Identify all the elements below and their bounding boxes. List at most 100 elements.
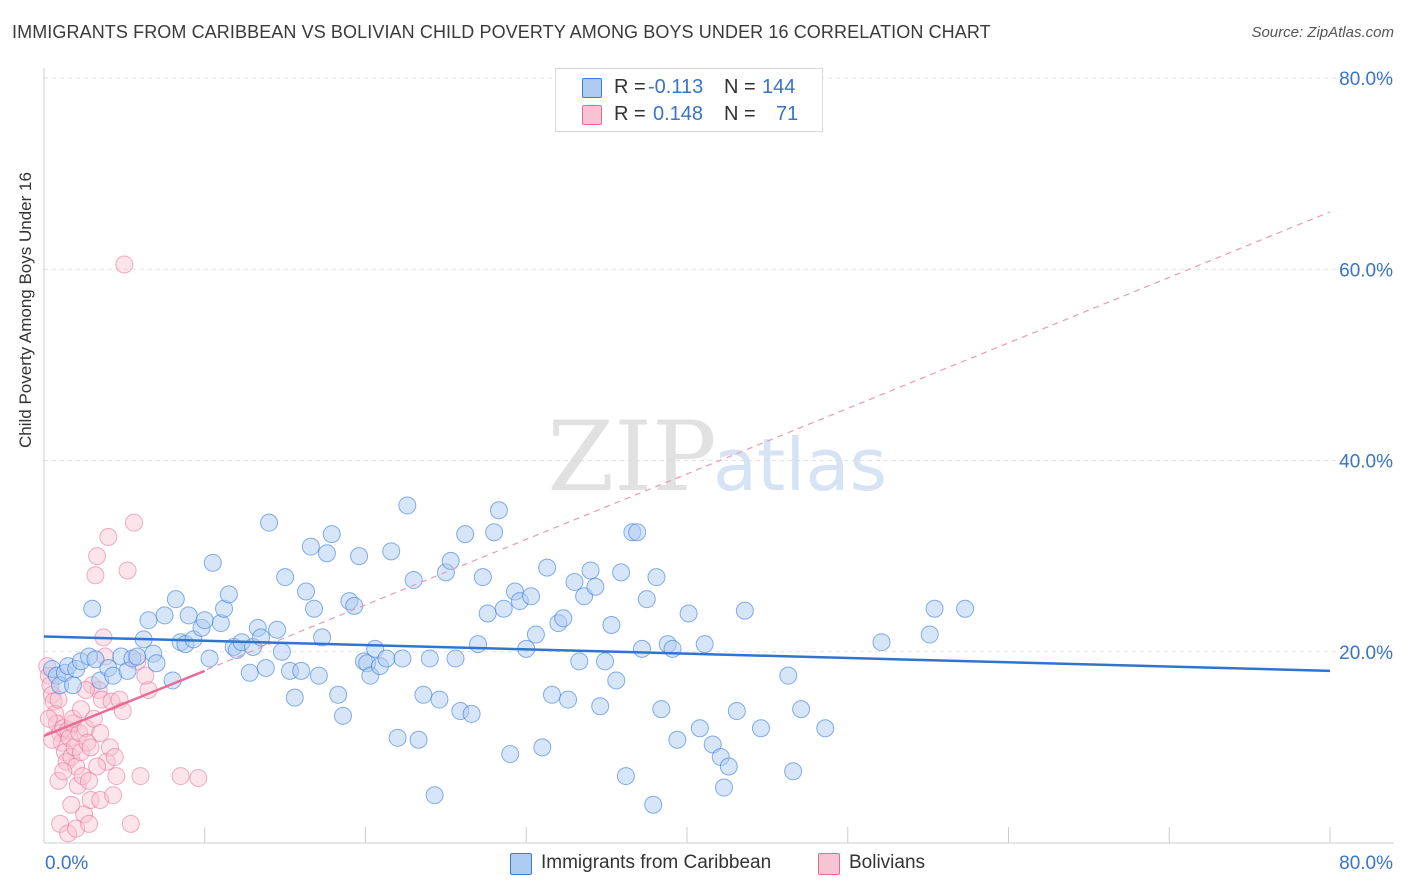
caribbean-point: [292, 661, 311, 680]
caribbean-point: [219, 585, 238, 604]
caribbean-point: [751, 719, 770, 738]
bolivian-point: [118, 561, 137, 580]
caribbean-point: [377, 649, 396, 668]
caribbean-point: [393, 649, 412, 668]
caribbean-point: [404, 571, 423, 590]
caribbean-point: [735, 601, 754, 620]
legend-row-bolivian: R = 0.148 N = 71: [556, 101, 822, 127]
caribbean-point: [430, 690, 449, 709]
caribbean-point: [956, 599, 975, 618]
caribbean-point: [139, 611, 158, 630]
bolivian-point: [105, 747, 124, 766]
caribbean-point: [690, 719, 709, 738]
caribbean-point: [301, 537, 320, 556]
caribbean-point: [727, 702, 746, 721]
caribbean-point: [409, 730, 428, 749]
caribbean-point: [542, 685, 561, 704]
caribbean-point: [305, 599, 324, 618]
bolivian-point: [171, 767, 190, 786]
caribbean-point: [538, 558, 557, 577]
caribbean-point: [425, 786, 444, 805]
caribbean-point: [591, 697, 610, 716]
bolivian-point: [88, 757, 107, 776]
y-tick-label: 60.0%: [1339, 260, 1393, 281]
caribbean-point: [632, 639, 651, 658]
caribbean-point: [322, 525, 341, 544]
caribbean-point: [462, 704, 481, 723]
caribbean-point: [559, 690, 578, 709]
caribbean-point: [333, 706, 352, 725]
caribbean-point: [240, 663, 259, 682]
bolivian-trend-line: [43, 669, 206, 738]
trend-lines: [43, 211, 1331, 738]
caribbean-point: [313, 628, 332, 647]
bolivian-point: [62, 795, 81, 814]
legend-n-label: N =: [724, 76, 756, 98]
caribbean-point: [297, 582, 316, 601]
caribbean-point: [260, 513, 279, 532]
bolivian-point: [100, 738, 119, 757]
caribbean-point: [166, 590, 185, 609]
caribbean-point: [350, 547, 369, 566]
y-tick-label: 20.0%: [1339, 643, 1393, 664]
caribbean-point: [276, 568, 295, 587]
legend-n-value: 71: [776, 103, 799, 125]
bolivian-point: [54, 762, 73, 781]
caribbean-point: [382, 542, 401, 561]
caribbean-point: [469, 635, 488, 654]
x-tick-label: 0.0%: [45, 853, 88, 874]
caribbean-point: [155, 606, 174, 625]
caribbean-points: [43, 496, 975, 814]
caribbean-point: [779, 666, 798, 685]
bolivian-point: [99, 528, 118, 546]
caribbean-point: [668, 730, 687, 749]
bolivian-point: [125, 513, 144, 532]
caribbean-point: [272, 642, 291, 661]
legend-swatch-bolivian: [818, 853, 840, 875]
bolivian-point: [71, 743, 90, 762]
caribbean-point: [522, 587, 541, 606]
caribbean-point: [63, 676, 82, 695]
caribbean-point: [925, 599, 944, 618]
caribbean-point: [784, 762, 803, 781]
caribbean-point: [596, 652, 615, 671]
caribbean-trend-line: [43, 635, 1331, 673]
caribbean-point: [920, 625, 939, 644]
caribbean-point: [616, 767, 635, 786]
caribbean-point: [195, 611, 214, 630]
caribbean-point: [478, 604, 497, 623]
correlation-legend: R = -0.113 N = 144 R = 0.148 N = 71: [555, 68, 823, 132]
bolivian-point: [60, 728, 79, 747]
bolivian-points: [38, 255, 208, 843]
bolivian-point: [68, 776, 87, 795]
caribbean-point: [309, 666, 328, 685]
bolivian-point: [71, 700, 90, 719]
legend-r-label: R =: [614, 103, 646, 125]
bolivian-point: [78, 733, 97, 752]
axes: [43, 68, 1394, 844]
caribbean-point: [652, 700, 671, 719]
caribbean-point: [485, 523, 504, 542]
caribbean-point: [256, 659, 275, 678]
caribbean-point: [581, 561, 600, 580]
caribbean-point: [526, 625, 545, 644]
caribbean-point: [647, 568, 666, 587]
caribbean-point: [570, 652, 589, 671]
legend-r-value: 0.148: [653, 103, 704, 125]
bolivian-point: [39, 709, 58, 728]
caribbean-point: [456, 525, 475, 544]
bolivian-point: [136, 666, 155, 685]
legend-r-value: -0.113: [648, 76, 704, 98]
caribbean-point: [816, 719, 835, 738]
caribbean-point: [637, 590, 656, 609]
caribbean-point: [388, 728, 407, 747]
caribbean-point: [719, 757, 738, 776]
grid-lines: [44, 77, 1394, 653]
caribbean-point: [565, 572, 584, 591]
caribbean-point: [644, 795, 663, 814]
caribbean-point: [83, 599, 102, 618]
caribbean-point: [695, 635, 714, 654]
caribbean-point: [602, 615, 621, 634]
caribbean-point: [714, 778, 733, 797]
